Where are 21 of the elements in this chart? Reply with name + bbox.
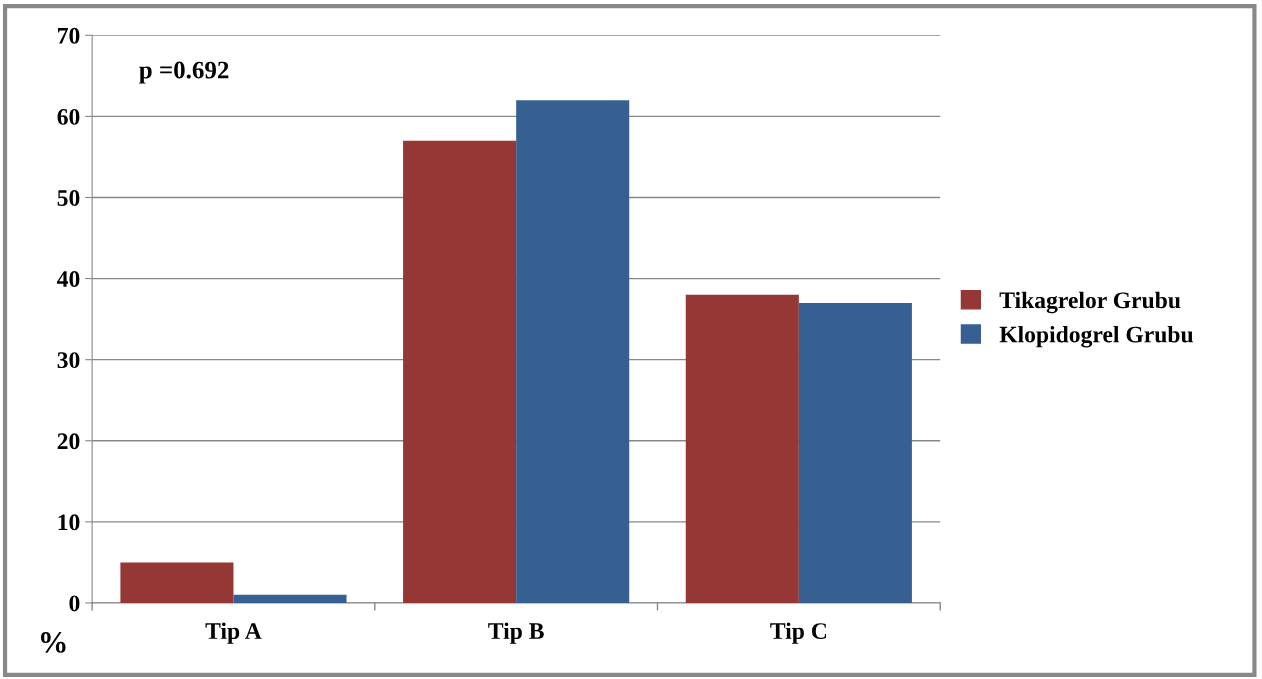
bar [685, 294, 799, 603]
y-axis-title: % [40, 632, 66, 653]
y-tick-label: 50 [57, 189, 80, 206]
bar [403, 140, 517, 603]
y-tick-label: 0 [69, 595, 80, 612]
bar [516, 100, 630, 603]
y-tick-label: 10 [58, 514, 80, 531]
x-tick-label: Tip A [205, 622, 262, 644]
x-tick-label: Tip C [770, 622, 827, 644]
legend-label: Klopidogrel Grubu [999, 325, 1193, 348]
y-tick-label: 40 [57, 271, 80, 288]
bar [233, 594, 347, 603]
y-tick-label: 70 [58, 27, 80, 44]
bar [120, 562, 234, 603]
y-tick-label: 60 [57, 108, 80, 125]
annotation: p =0.692 [139, 61, 229, 84]
bar [798, 302, 912, 603]
y-tick-label: 30 [57, 352, 80, 369]
x-tick-label: Tip B [488, 622, 544, 644]
y-tick-label: 20 [57, 433, 80, 450]
legend-label: Tikagrelor Grubu [999, 291, 1181, 314]
